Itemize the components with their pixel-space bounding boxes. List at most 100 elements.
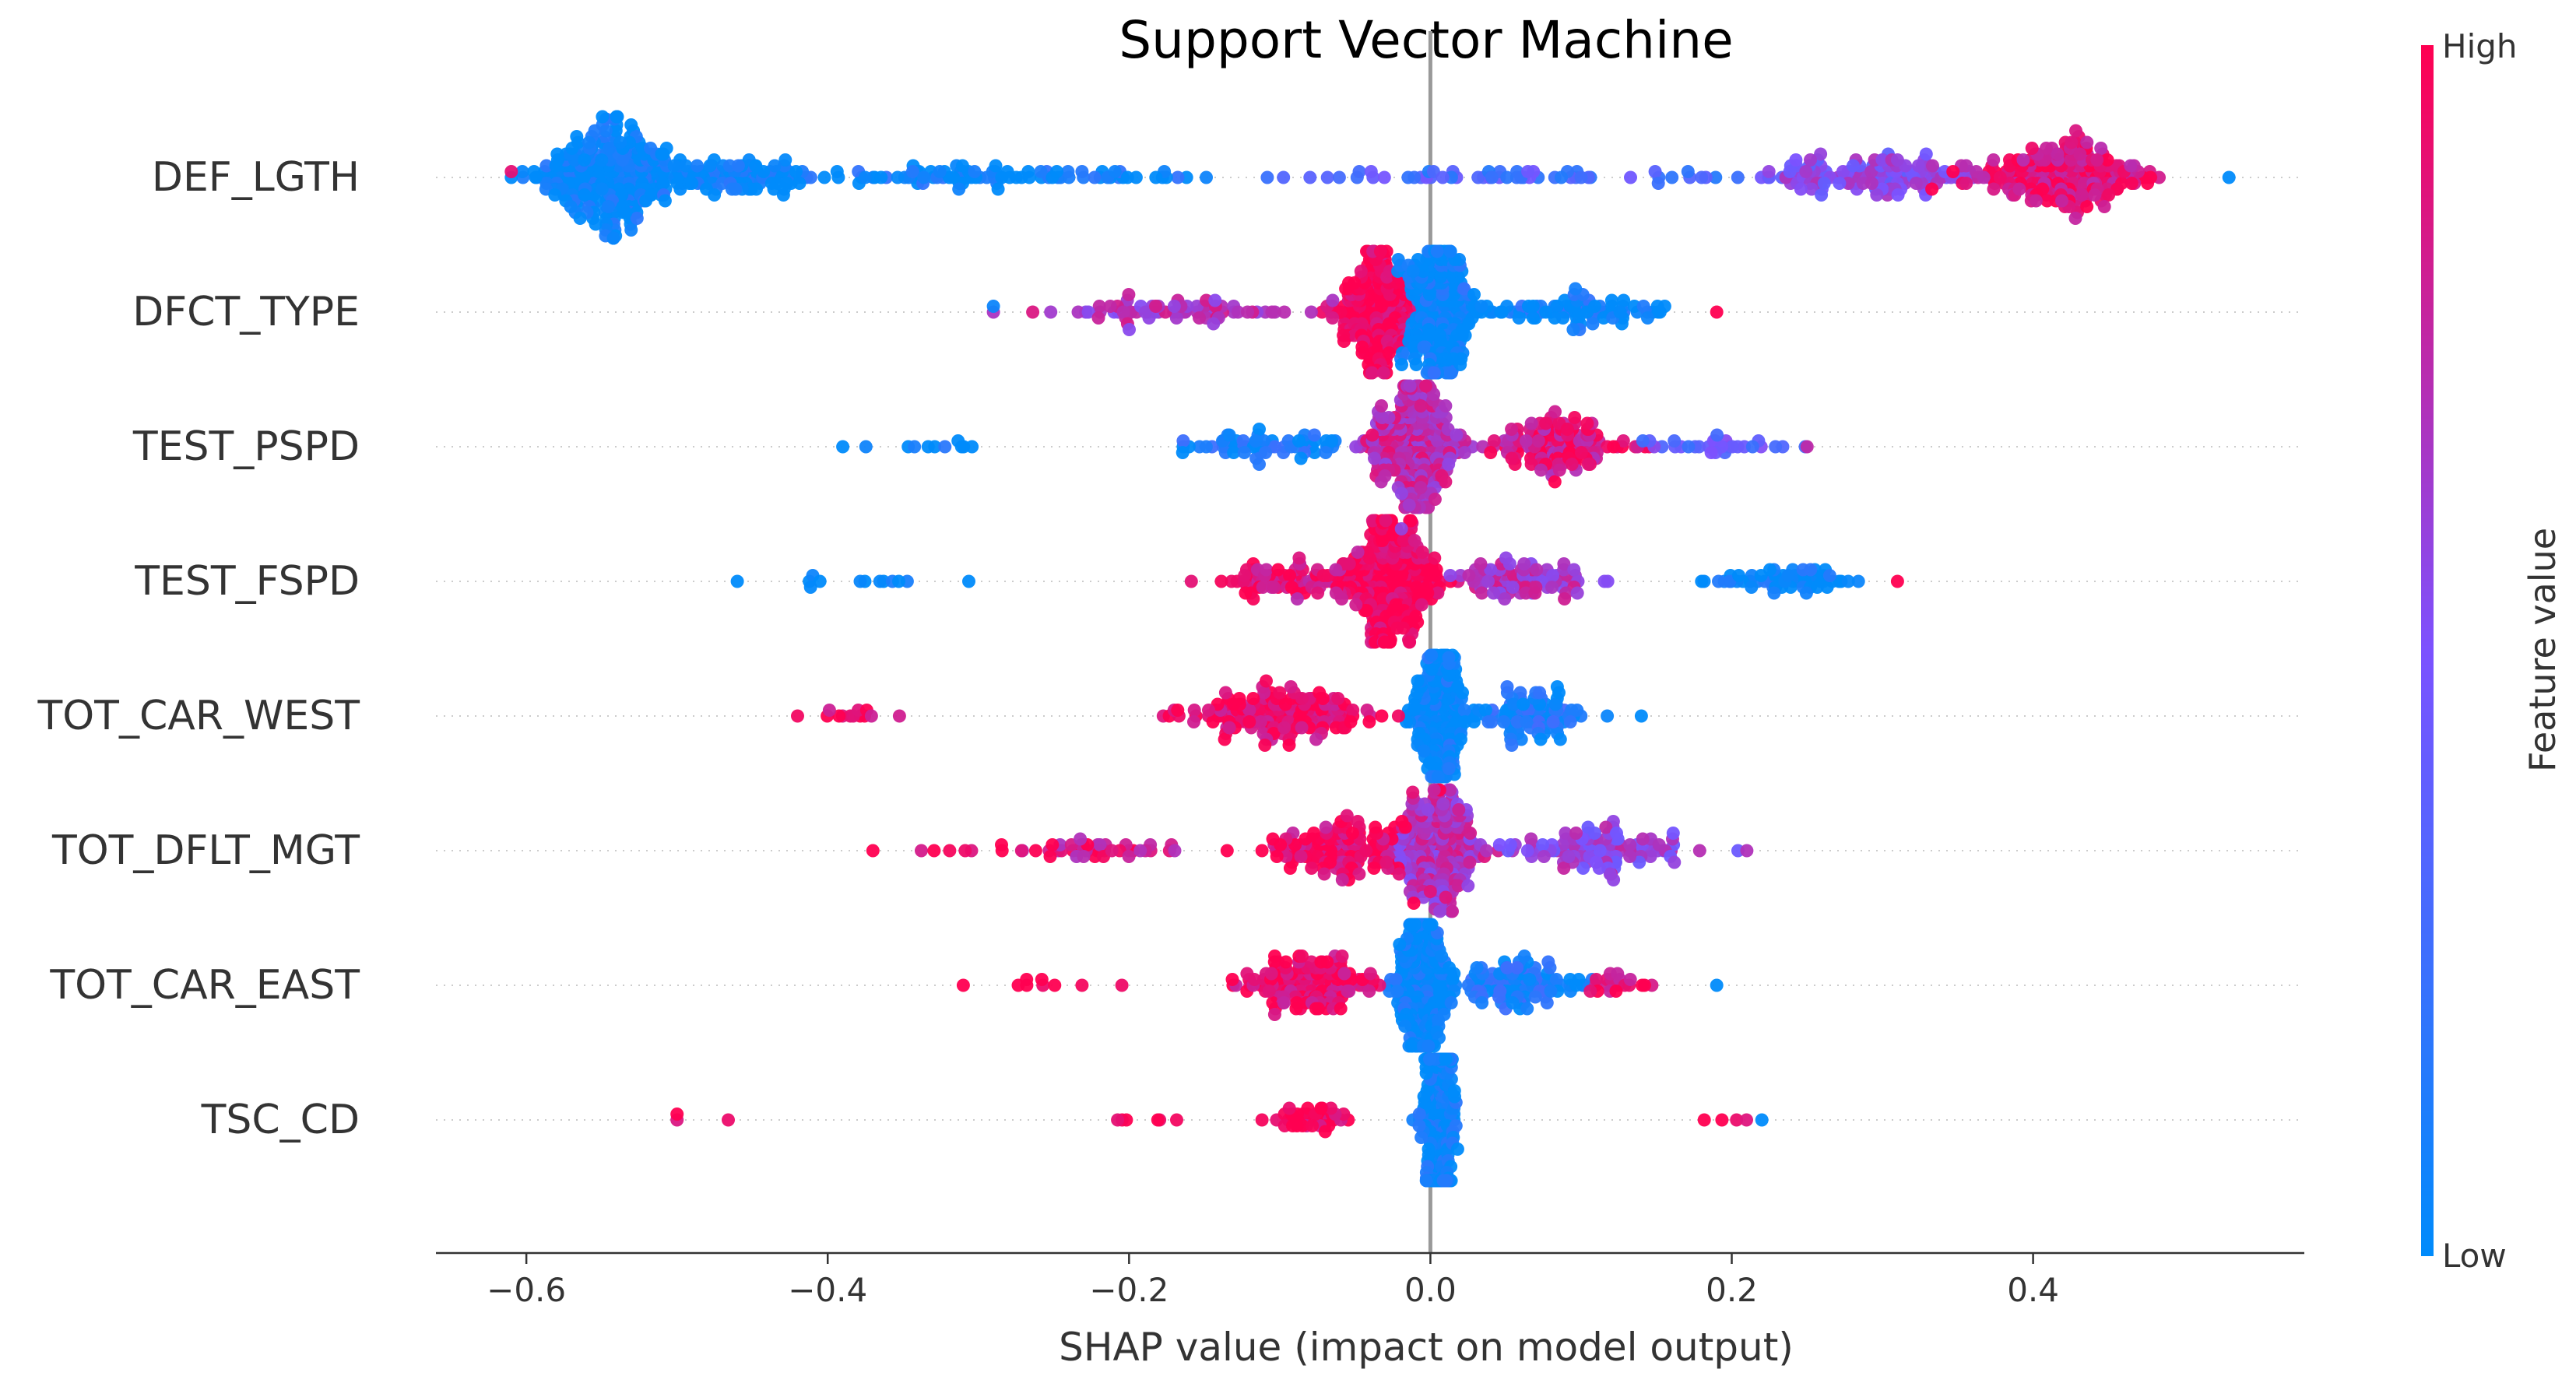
shap-point — [905, 165, 919, 178]
shap-point — [1613, 305, 1627, 319]
shap-point — [1407, 534, 1422, 547]
shap-point — [550, 147, 564, 161]
shap-point — [1574, 446, 1588, 459]
shap-point — [1450, 1143, 1464, 1156]
shap-point — [655, 147, 669, 161]
shap-point — [1563, 715, 1577, 728]
shap-point — [1570, 586, 1584, 600]
shap-point — [1794, 182, 1808, 196]
shap-point — [1500, 680, 1514, 693]
shap-point — [1412, 1107, 1426, 1121]
shap-point — [564, 200, 578, 213]
shap-point — [1555, 170, 1568, 184]
shap-point — [1597, 311, 1611, 325]
shap-point — [1273, 686, 1287, 700]
shap-point — [1360, 704, 1374, 717]
shap-point — [1624, 170, 1637, 184]
shap-point — [1283, 569, 1297, 582]
shap-point — [1345, 827, 1359, 840]
shap-point — [1365, 514, 1379, 528]
shap-point — [527, 165, 541, 178]
shap-point — [1238, 569, 1252, 582]
shap-point — [1334, 1002, 1348, 1016]
shap-point — [1427, 366, 1441, 380]
shap-point — [1270, 850, 1284, 863]
shap-point — [578, 188, 592, 202]
shap-point — [1763, 563, 1776, 577]
shap-point — [2051, 147, 2065, 161]
shap-point — [1524, 832, 1538, 846]
shap-point — [1416, 265, 1430, 278]
shap-point — [1295, 949, 1309, 963]
shap-point — [1427, 783, 1441, 797]
shap-point — [859, 440, 873, 454]
shap-point — [1461, 978, 1475, 992]
shap-point — [1279, 955, 1293, 969]
shap-point — [1176, 446, 1190, 459]
shap-point — [1539, 305, 1553, 319]
shap-point — [1599, 820, 1613, 834]
shap-point — [1352, 165, 1366, 178]
shap-point — [1506, 581, 1520, 594]
shap-point — [1412, 1119, 1426, 1132]
shap-point — [1681, 165, 1695, 178]
shap-point — [1755, 1113, 1769, 1127]
x-axis-label: SHAP value (impact on model output) — [1059, 1325, 1794, 1370]
shap-point — [1437, 1008, 1451, 1021]
shap-point — [1890, 153, 1904, 167]
shap-point — [1391, 709, 1405, 723]
shap-point — [1417, 1090, 1431, 1104]
shap-point — [1242, 704, 1256, 717]
shap-point — [1481, 715, 1495, 728]
shap-point — [1470, 961, 1484, 974]
shap-point — [1020, 973, 1034, 986]
shap-point — [1471, 170, 1485, 184]
shap-point — [1616, 434, 1630, 448]
shap-point — [1946, 165, 1960, 178]
shap-point — [866, 844, 880, 858]
shap-point — [962, 574, 975, 588]
shap-point — [1299, 832, 1313, 846]
shap-point — [1804, 563, 1818, 577]
shap-point — [2088, 188, 2102, 202]
shap-point — [853, 574, 867, 588]
shap-point — [1394, 486, 1408, 500]
shap-point — [1314, 1101, 1328, 1115]
shap-point — [1290, 592, 1304, 606]
shap-point — [1539, 416, 1553, 430]
shap-point — [1419, 1174, 1433, 1188]
shap-point — [1395, 358, 1408, 371]
shap-point — [731, 159, 745, 173]
shap-point — [1316, 569, 1330, 582]
shap-point — [1320, 170, 1334, 184]
shap-point — [776, 188, 790, 202]
shap-point — [1337, 335, 1351, 348]
shap-point — [1668, 434, 1682, 448]
shap-point — [1351, 546, 1365, 559]
shap-point — [1781, 569, 1795, 582]
shap-point — [1484, 563, 1498, 577]
shap-point — [1919, 147, 1933, 161]
shap-point — [1481, 574, 1495, 588]
shap-point — [1492, 990, 1506, 1004]
shap-point — [1498, 592, 1512, 606]
shap-point — [1415, 546, 1429, 559]
shap-point — [1574, 170, 1588, 184]
shap-point — [1088, 170, 1102, 184]
shap-point — [1503, 838, 1517, 851]
shap-point — [1034, 165, 1048, 178]
shap-point — [1398, 1020, 1412, 1033]
shap-point — [1390, 985, 1404, 998]
shap-point — [1253, 458, 1266, 471]
shap-point — [2025, 142, 2039, 155]
shap-point — [1474, 557, 1488, 570]
shap-point — [1541, 955, 1555, 969]
shap-point — [1870, 188, 1884, 202]
shap-point — [1320, 955, 1334, 969]
shap-point — [1326, 293, 1340, 307]
shap-point — [1479, 844, 1493, 858]
shap-point — [1814, 147, 1828, 161]
shap-point — [1439, 399, 1453, 412]
shap-point — [1762, 165, 1776, 178]
shap-point — [670, 177, 684, 190]
